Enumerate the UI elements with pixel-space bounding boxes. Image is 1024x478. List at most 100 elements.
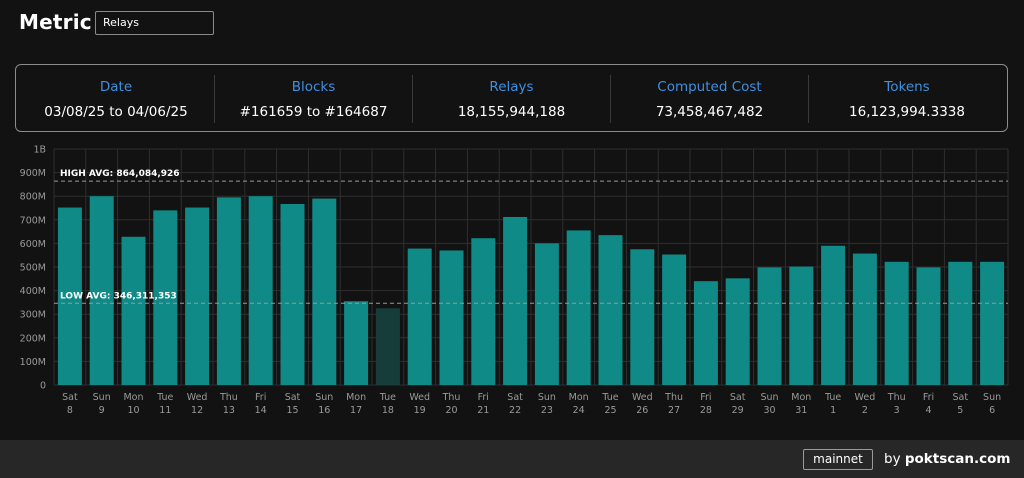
- bar: [852, 253, 877, 385]
- bar: [693, 281, 718, 385]
- metric-select[interactable]: Relays: [95, 11, 214, 35]
- bar: [598, 235, 623, 385]
- x-tick-day: Mon: [123, 392, 143, 403]
- x-tick-date: 8: [67, 405, 73, 416]
- x-tick-day: Fri: [478, 392, 489, 403]
- x-tick-date: 20: [445, 405, 457, 416]
- bar: [344, 301, 369, 385]
- x-tick-day: Wed: [409, 392, 430, 403]
- bar: [280, 203, 305, 385]
- x-tick-day: Thu: [442, 392, 461, 403]
- x-tick-day: Fri: [923, 392, 934, 403]
- bar: [821, 245, 846, 385]
- stat-computed-cost: Computed Cost 73,458,467,482: [611, 75, 808, 123]
- x-tick-day: Sun: [538, 392, 556, 403]
- x-tick-date: 9: [99, 405, 105, 416]
- bar: [948, 261, 973, 385]
- x-tick-day: Mon: [569, 392, 589, 403]
- bar: [153, 210, 178, 385]
- x-tick-day: Thu: [219, 392, 238, 403]
- x-tick-day: Tue: [156, 392, 173, 403]
- byline-prefix: by: [884, 451, 901, 467]
- x-tick-date: 2: [862, 405, 868, 416]
- bar: [248, 196, 273, 385]
- x-tick-date: 16: [318, 405, 330, 416]
- bar: [916, 267, 941, 385]
- y-tick-label: 800M: [20, 192, 46, 203]
- x-tick-day: Wed: [855, 392, 876, 403]
- x-tick-date: 10: [127, 405, 139, 416]
- x-tick-date: 23: [541, 405, 553, 416]
- x-tick-date: 11: [159, 405, 171, 416]
- x-tick-day: Sat: [62, 392, 78, 403]
- stat-label: Computed Cost: [657, 79, 762, 95]
- stats-panel: Date 03/08/25 to 04/06/25 Blocks #161659…: [15, 64, 1008, 132]
- x-tick-day: Fri: [700, 392, 711, 403]
- bar: [185, 207, 210, 385]
- bar: [121, 236, 146, 385]
- bar: [884, 261, 909, 385]
- x-tick-date: 31: [795, 405, 807, 416]
- bar: [89, 196, 114, 385]
- page-title: Metric: [19, 10, 92, 34]
- bar: [789, 266, 814, 385]
- y-tick-label: 100M: [20, 357, 46, 368]
- y-tick-label: 1B: [33, 145, 46, 156]
- x-tick-day: Mon: [791, 392, 811, 403]
- x-tick-date: 5: [957, 405, 963, 416]
- x-tick-date: 29: [732, 405, 744, 416]
- x-tick-date: 1: [830, 405, 836, 416]
- x-tick-date: 17: [350, 405, 362, 416]
- reference-label: LOW AVG: 346,311,353: [60, 291, 177, 301]
- y-tick-label: 900M: [20, 168, 46, 179]
- y-tick-label: 400M: [20, 286, 46, 297]
- x-tick-date: 15: [286, 405, 298, 416]
- bar: [566, 230, 591, 385]
- stat-label: Tokens: [884, 79, 930, 95]
- bar: [57, 207, 82, 385]
- stat-tokens: Tokens 16,123,994.3338: [809, 75, 1005, 123]
- x-tick-date: 6: [989, 405, 995, 416]
- bar: [407, 248, 432, 385]
- x-tick-day: Tue: [379, 392, 396, 403]
- x-tick-day: Wed: [187, 392, 208, 403]
- x-tick-date: 25: [604, 405, 616, 416]
- divider: [808, 75, 809, 123]
- x-tick-date: 12: [191, 405, 203, 416]
- x-tick-day: Tue: [601, 392, 618, 403]
- divider: [610, 75, 611, 123]
- x-tick-date: 30: [763, 405, 775, 416]
- header: Metric Relays: [0, 0, 1024, 50]
- x-tick-date: 19: [414, 405, 426, 416]
- x-tick-date: 21: [477, 405, 489, 416]
- y-tick-label: 600M: [20, 239, 46, 250]
- bar: [725, 278, 750, 385]
- bar: [503, 216, 528, 385]
- stat-relays: Relays 18,155,944,188: [413, 75, 610, 123]
- y-tick-label: 500M: [20, 263, 46, 274]
- x-tick-day: Sun: [93, 392, 111, 403]
- relays-chart: 0 100M 200M 300M 400M 500M 600M 700M 800M 900M 1B S…: [0, 140, 1024, 436]
- bar: [757, 267, 782, 385]
- x-tick-day: Sat: [507, 392, 523, 403]
- x-tick-day: Sat: [285, 392, 301, 403]
- x-tick-date: 27: [668, 405, 680, 416]
- network-badge[interactable]: mainnet: [803, 449, 873, 470]
- bar: [216, 197, 241, 385]
- y-tick-label: 700M: [20, 215, 46, 226]
- bar: [375, 308, 400, 385]
- y-tick-label: 300M: [20, 310, 46, 321]
- byline[interactable]: by poktscan.com: [884, 451, 1010, 467]
- stat-blocks: Blocks #161659 to #164687: [215, 75, 412, 123]
- stat-label: Date: [99, 79, 133, 95]
- x-tick-date: 14: [255, 405, 267, 416]
- x-tick-day: Sun: [315, 392, 333, 403]
- brand-name: poktscan.com: [904, 451, 1011, 467]
- y-tick-label: 0: [40, 381, 46, 392]
- divider: [214, 75, 215, 123]
- x-tick-day: Sun: [983, 392, 1001, 403]
- y-tick-label: 200M: [20, 333, 46, 344]
- x-tick-date: 18: [382, 405, 394, 416]
- stat-value: 16,123,994.3338: [849, 104, 965, 120]
- bar: [471, 238, 496, 385]
